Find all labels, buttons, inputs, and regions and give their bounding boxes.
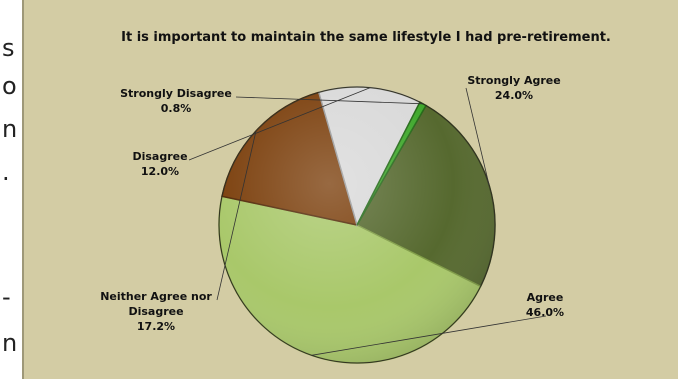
chart-title: It is important to maintain the same lif… xyxy=(121,30,611,45)
label-leader-line xyxy=(235,96,424,105)
edge-text-fragment: n xyxy=(2,115,18,143)
chart-panel: It is important to maintain the same lif… xyxy=(22,0,678,379)
label-leader-line xyxy=(216,130,257,301)
slice-label: Strongly Disagree 0.8% xyxy=(120,87,232,115)
label-leader-line xyxy=(188,87,371,161)
edge-text-fragment: o xyxy=(2,72,17,100)
slice-label: Agree 46.0% xyxy=(526,291,564,319)
edge-text-fragment: - xyxy=(2,283,11,311)
slice-label: Neither Agree nor Disagree 17.2% xyxy=(100,290,212,333)
edge-text-fragment: n xyxy=(2,329,18,357)
label-leader-line xyxy=(311,315,547,356)
slice-label: Disagree 12.0% xyxy=(132,150,187,178)
label-leader-line xyxy=(465,87,490,186)
pie-chart: It is important to maintain the same lif… xyxy=(100,30,611,364)
edge-text-fragment: s xyxy=(2,34,15,62)
slice-label: Strongly Agree 24.0% xyxy=(467,74,560,102)
edge-text-fragment: . xyxy=(2,158,10,186)
